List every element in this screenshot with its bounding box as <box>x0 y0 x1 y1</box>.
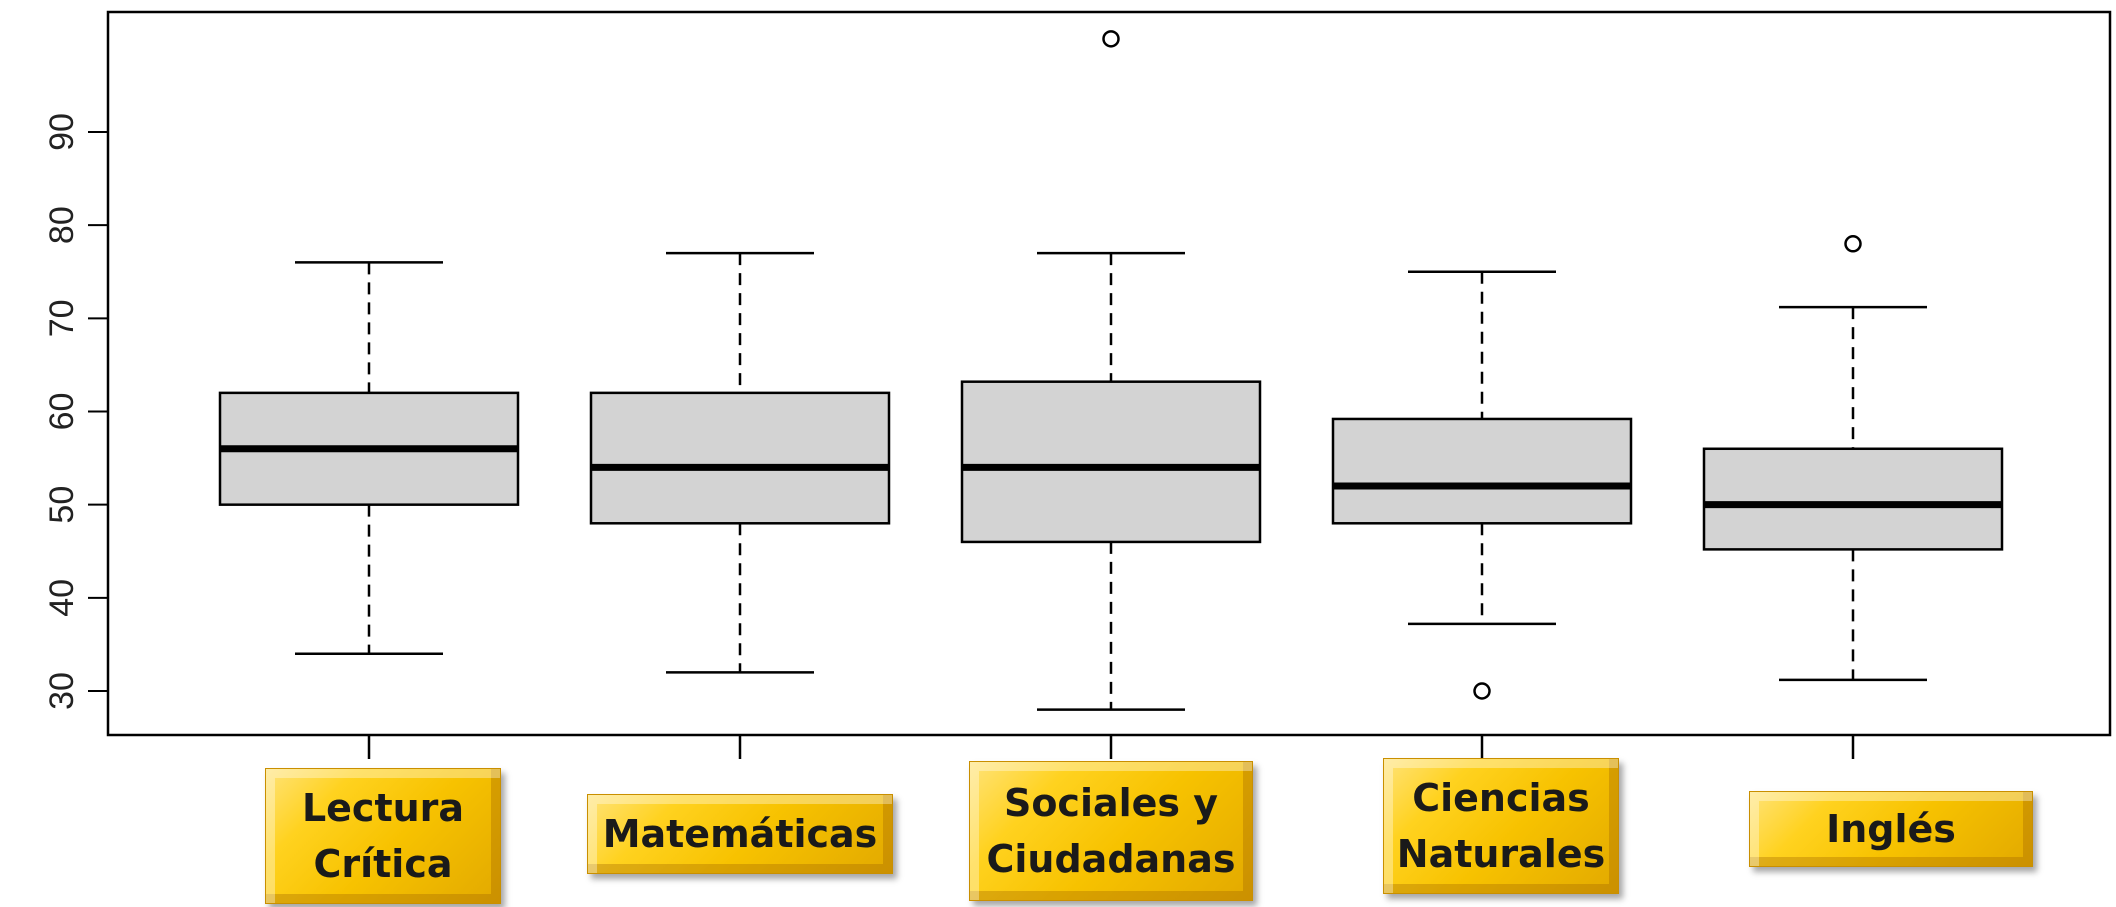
outlier-point <box>1844 235 1862 253</box>
category-label-ciencias-naturales: Ciencias Naturales <box>1383 758 1619 894</box>
y-tick-label: 70 <box>43 299 81 337</box>
category-label-matematicas: Matemáticas <box>587 794 893 874</box>
category-label-text: Sociales y Ciudadanas <box>986 781 1236 881</box>
plot-frame <box>106 10 2112 737</box>
outlier-point <box>1473 682 1491 700</box>
iqr-box <box>1331 417 1633 525</box>
y-tick-label: 90 <box>43 113 81 151</box>
category-label-ingles: Inglés <box>1749 791 2033 867</box>
category-label-text: Matemáticas <box>602 812 878 856</box>
y-tick-label: 30 <box>43 672 81 710</box>
category-label-text: Inglés <box>1826 807 1956 851</box>
category-label-text: Lectura Crítica <box>301 786 465 886</box>
y-tick-label: 40 <box>43 579 81 617</box>
category-label-lectura-critica: Lectura Crítica <box>265 768 501 904</box>
category-label-text: Ciencias Naturales <box>1396 776 1606 876</box>
y-tick-label: 50 <box>43 486 81 524</box>
iqr-box <box>1702 447 2004 551</box>
outlier-point <box>1102 30 1120 48</box>
iqr-box <box>960 380 1262 544</box>
y-tick-label: 60 <box>43 393 81 431</box>
category-label-sociales-ciudadanas: Sociales y Ciudadanas <box>969 761 1253 901</box>
iqr-box <box>589 391 891 525</box>
y-tick-label: 80 <box>43 206 81 244</box>
